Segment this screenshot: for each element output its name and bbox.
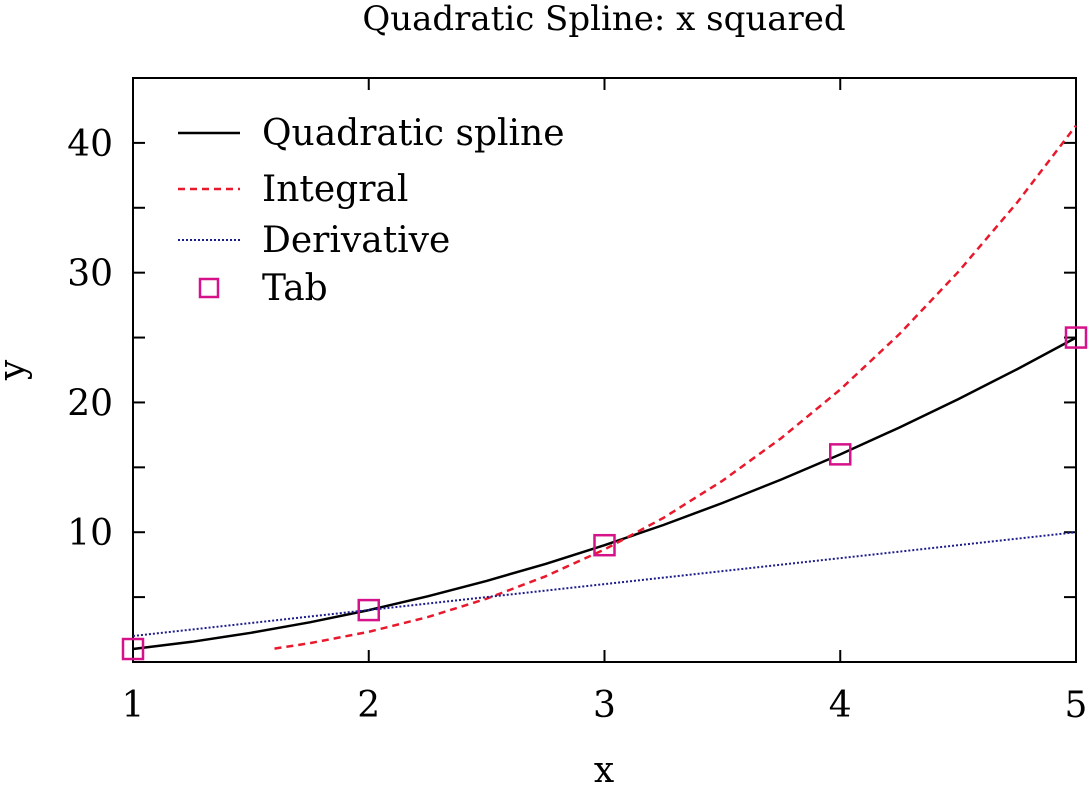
legend-label-1: Integral [262, 169, 408, 210]
y-tick-label: 40 [67, 124, 113, 165]
data-point [593, 533, 616, 557]
y-tick-label: 20 [67, 383, 113, 424]
series-line-0 [132, 336, 1077, 651]
plot-area [121, 124, 1088, 661]
axes: 1 2 3 4 5 10 20 30 40 [67, 77, 1088, 726]
x-tick-label: 2 [357, 685, 380, 726]
data-point [357, 598, 380, 622]
chart-title: Quadratic Spline: x squared [362, 0, 845, 39]
legend: Quadratic spline Integral Derivative Tab [178, 113, 565, 309]
y-tick-label: 30 [67, 254, 113, 295]
legend-label-3: Tab [262, 268, 328, 309]
legend-label-0: Quadratic spline [262, 113, 565, 154]
data-point [829, 443, 852, 466]
data-point [121, 637, 145, 661]
x-tick-label: 1 [122, 685, 145, 726]
y-axis-label: y [0, 359, 33, 381]
plot-frame [132, 77, 1077, 663]
x-tick-label: 4 [829, 685, 852, 726]
series-line-2 [132, 531, 1077, 637]
data-point [1064, 326, 1088, 349]
series-line-1 [274, 124, 1077, 650]
legend-label-2: Derivative [262, 220, 450, 261]
x-tick-label: 5 [1065, 685, 1088, 726]
x-tick-label: 3 [593, 685, 616, 726]
x-axis-label: x [594, 750, 614, 787]
legend-swatch-3 [198, 277, 220, 299]
y-tick-label: 10 [67, 513, 113, 554]
